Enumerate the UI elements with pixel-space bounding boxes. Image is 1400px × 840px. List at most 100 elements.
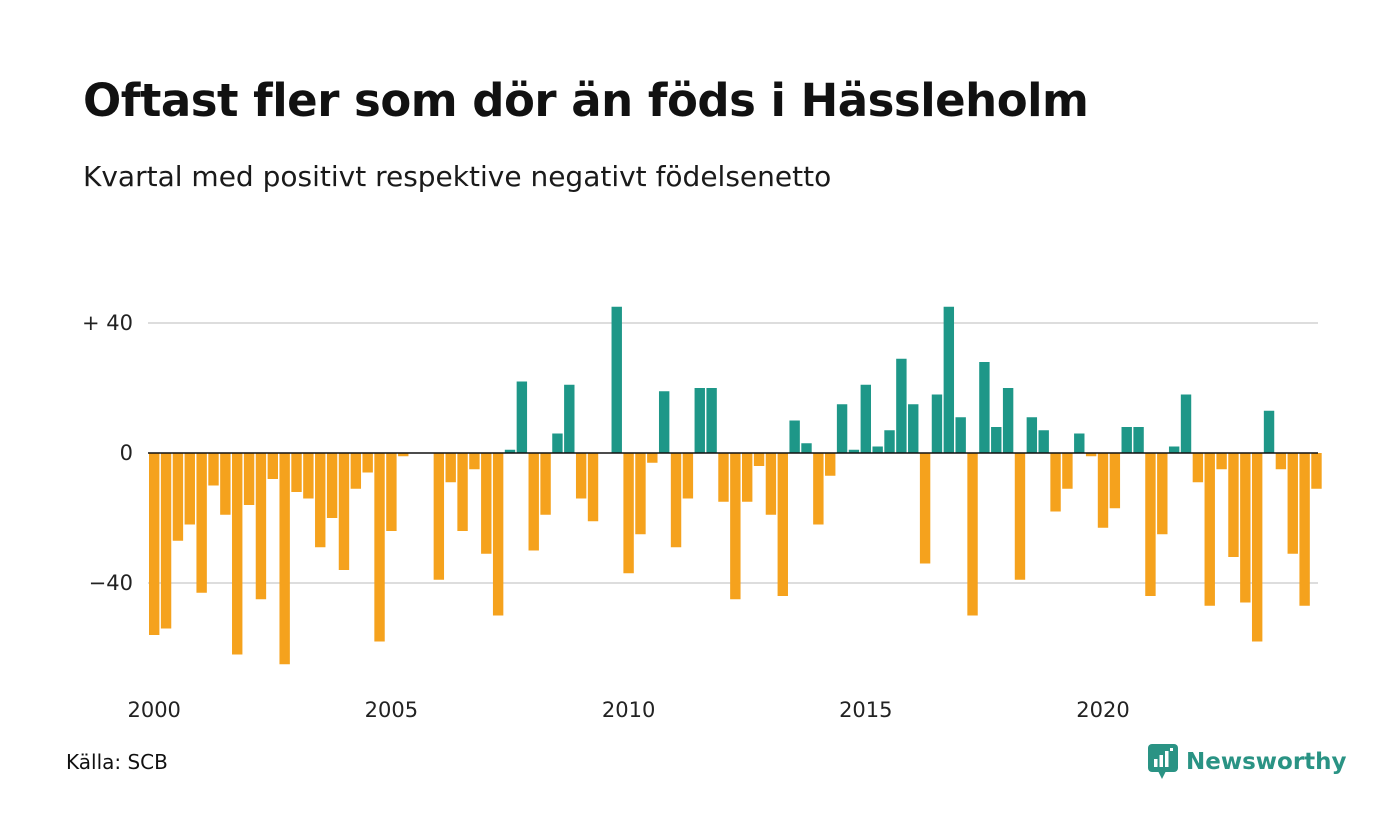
bar xyxy=(1240,453,1251,603)
bar xyxy=(350,453,362,489)
bar xyxy=(706,388,717,453)
bar xyxy=(908,404,919,453)
bar xyxy=(1097,453,1109,528)
y-tick-label: 0 xyxy=(120,441,133,465)
bar xyxy=(884,430,895,453)
bar xyxy=(718,453,729,502)
bar xyxy=(848,449,860,453)
bar xyxy=(1121,427,1132,453)
bar xyxy=(1026,417,1038,453)
bar xyxy=(315,453,326,548)
bar xyxy=(825,453,836,476)
bars xyxy=(149,306,1322,665)
bar xyxy=(801,443,812,453)
source-label: Källa: SCB xyxy=(66,750,168,774)
chart-subtitle: Kvartal med positivt respektive negativt… xyxy=(83,160,832,193)
bar xyxy=(1311,453,1322,489)
bar xyxy=(172,453,184,541)
bar-chart: + 40 0 −40 2000 2005 2010 2015 2020 xyxy=(82,306,1322,722)
bar xyxy=(1157,453,1168,535)
bar xyxy=(1050,453,1061,512)
bar xyxy=(1014,453,1026,580)
bar xyxy=(243,453,255,505)
bar xyxy=(1287,453,1298,554)
bar xyxy=(765,453,777,515)
bar xyxy=(208,453,219,486)
bar xyxy=(1299,453,1310,606)
newsworthy-logo-icon xyxy=(1148,744,1178,779)
bar xyxy=(398,453,409,457)
y-tick-label: −40 xyxy=(89,571,133,595)
bar xyxy=(469,453,480,470)
bar xyxy=(528,453,539,551)
bar xyxy=(777,453,788,596)
bar xyxy=(647,453,658,463)
x-axis-ticks: 2000 2005 2010 2015 2020 xyxy=(127,698,1129,722)
bar xyxy=(1192,453,1204,483)
bar xyxy=(575,453,587,499)
bar xyxy=(1263,410,1275,453)
x-tick-label: 2010 xyxy=(602,698,655,722)
bar xyxy=(338,453,350,570)
bar xyxy=(991,427,1002,453)
bar xyxy=(279,453,290,665)
bar xyxy=(753,453,765,466)
bar xyxy=(516,381,528,453)
bar xyxy=(1002,388,1014,453)
bar xyxy=(504,449,516,453)
bar xyxy=(552,433,563,453)
y-tick-label: + 40 xyxy=(82,311,133,335)
bar xyxy=(326,453,338,518)
bar xyxy=(931,394,943,453)
bar xyxy=(291,453,302,492)
bar xyxy=(540,453,551,515)
x-tick-label: 2005 xyxy=(365,698,418,722)
bar xyxy=(955,417,966,453)
bar xyxy=(587,453,599,522)
bar xyxy=(1204,453,1215,606)
bar xyxy=(220,453,231,515)
bar xyxy=(481,453,492,554)
y-axis-ticks: + 40 0 −40 xyxy=(82,311,133,595)
bar xyxy=(1275,453,1287,470)
bar xyxy=(872,446,883,453)
bar xyxy=(1251,453,1263,642)
x-tick-label: 2020 xyxy=(1076,698,1129,722)
bar xyxy=(267,453,278,479)
brand-name: Newsworthy xyxy=(1186,749,1347,775)
bar xyxy=(433,453,445,580)
bar xyxy=(979,362,990,453)
bar xyxy=(492,453,504,616)
bar xyxy=(1180,394,1192,453)
x-tick-label: 2015 xyxy=(839,698,892,722)
bar xyxy=(682,453,694,499)
bar xyxy=(967,453,978,616)
bar xyxy=(232,453,243,655)
bar xyxy=(943,306,955,453)
bar xyxy=(160,453,172,629)
bar xyxy=(184,453,195,525)
bar xyxy=(896,358,907,453)
bar xyxy=(658,391,670,453)
bar xyxy=(457,453,468,531)
bar xyxy=(386,453,397,531)
bar xyxy=(860,384,871,453)
bar xyxy=(919,453,931,564)
bar xyxy=(1074,433,1085,453)
bar xyxy=(742,453,753,502)
bar xyxy=(1228,453,1239,557)
bar xyxy=(362,453,373,473)
bar xyxy=(445,453,456,483)
bar xyxy=(611,306,622,453)
bar xyxy=(1109,453,1121,509)
bar xyxy=(789,420,800,453)
brand-logo: Newsworthy xyxy=(1148,744,1347,780)
bar xyxy=(635,453,646,535)
bar xyxy=(730,453,741,600)
bar xyxy=(1216,453,1227,470)
bar xyxy=(694,388,705,453)
bar xyxy=(1145,453,1156,596)
bar xyxy=(1085,453,1097,457)
bar xyxy=(836,404,848,453)
bar xyxy=(564,384,575,453)
